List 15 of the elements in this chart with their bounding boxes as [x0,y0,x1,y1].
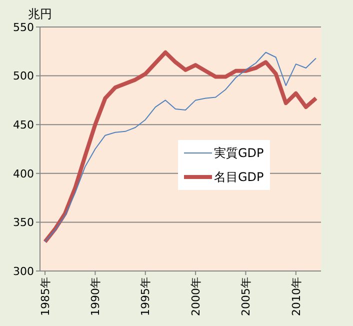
y-tick-label: 550 [13,20,34,34]
y-tick-label: 400 [13,167,34,180]
x-tick-label: 1985年 [38,277,52,316]
y-tick-label: 300 [13,264,34,278]
y-tick-label: 350 [13,216,34,230]
y-axis-title: 兆円 [28,7,52,21]
x-tick-label: 1995年 [139,277,152,316]
y-tick-label: 450 [13,118,34,132]
x-tick-label: 1990年 [89,277,102,316]
x-tick-label: 2005年 [240,277,253,316]
legend-label: 名目GDP [214,170,264,184]
x-tick-label: 2010年 [290,277,303,316]
y-tick-label: 500 [13,70,34,83]
legend-label: 実質GDP [214,146,264,160]
x-tick-label: 2000年 [189,277,202,316]
